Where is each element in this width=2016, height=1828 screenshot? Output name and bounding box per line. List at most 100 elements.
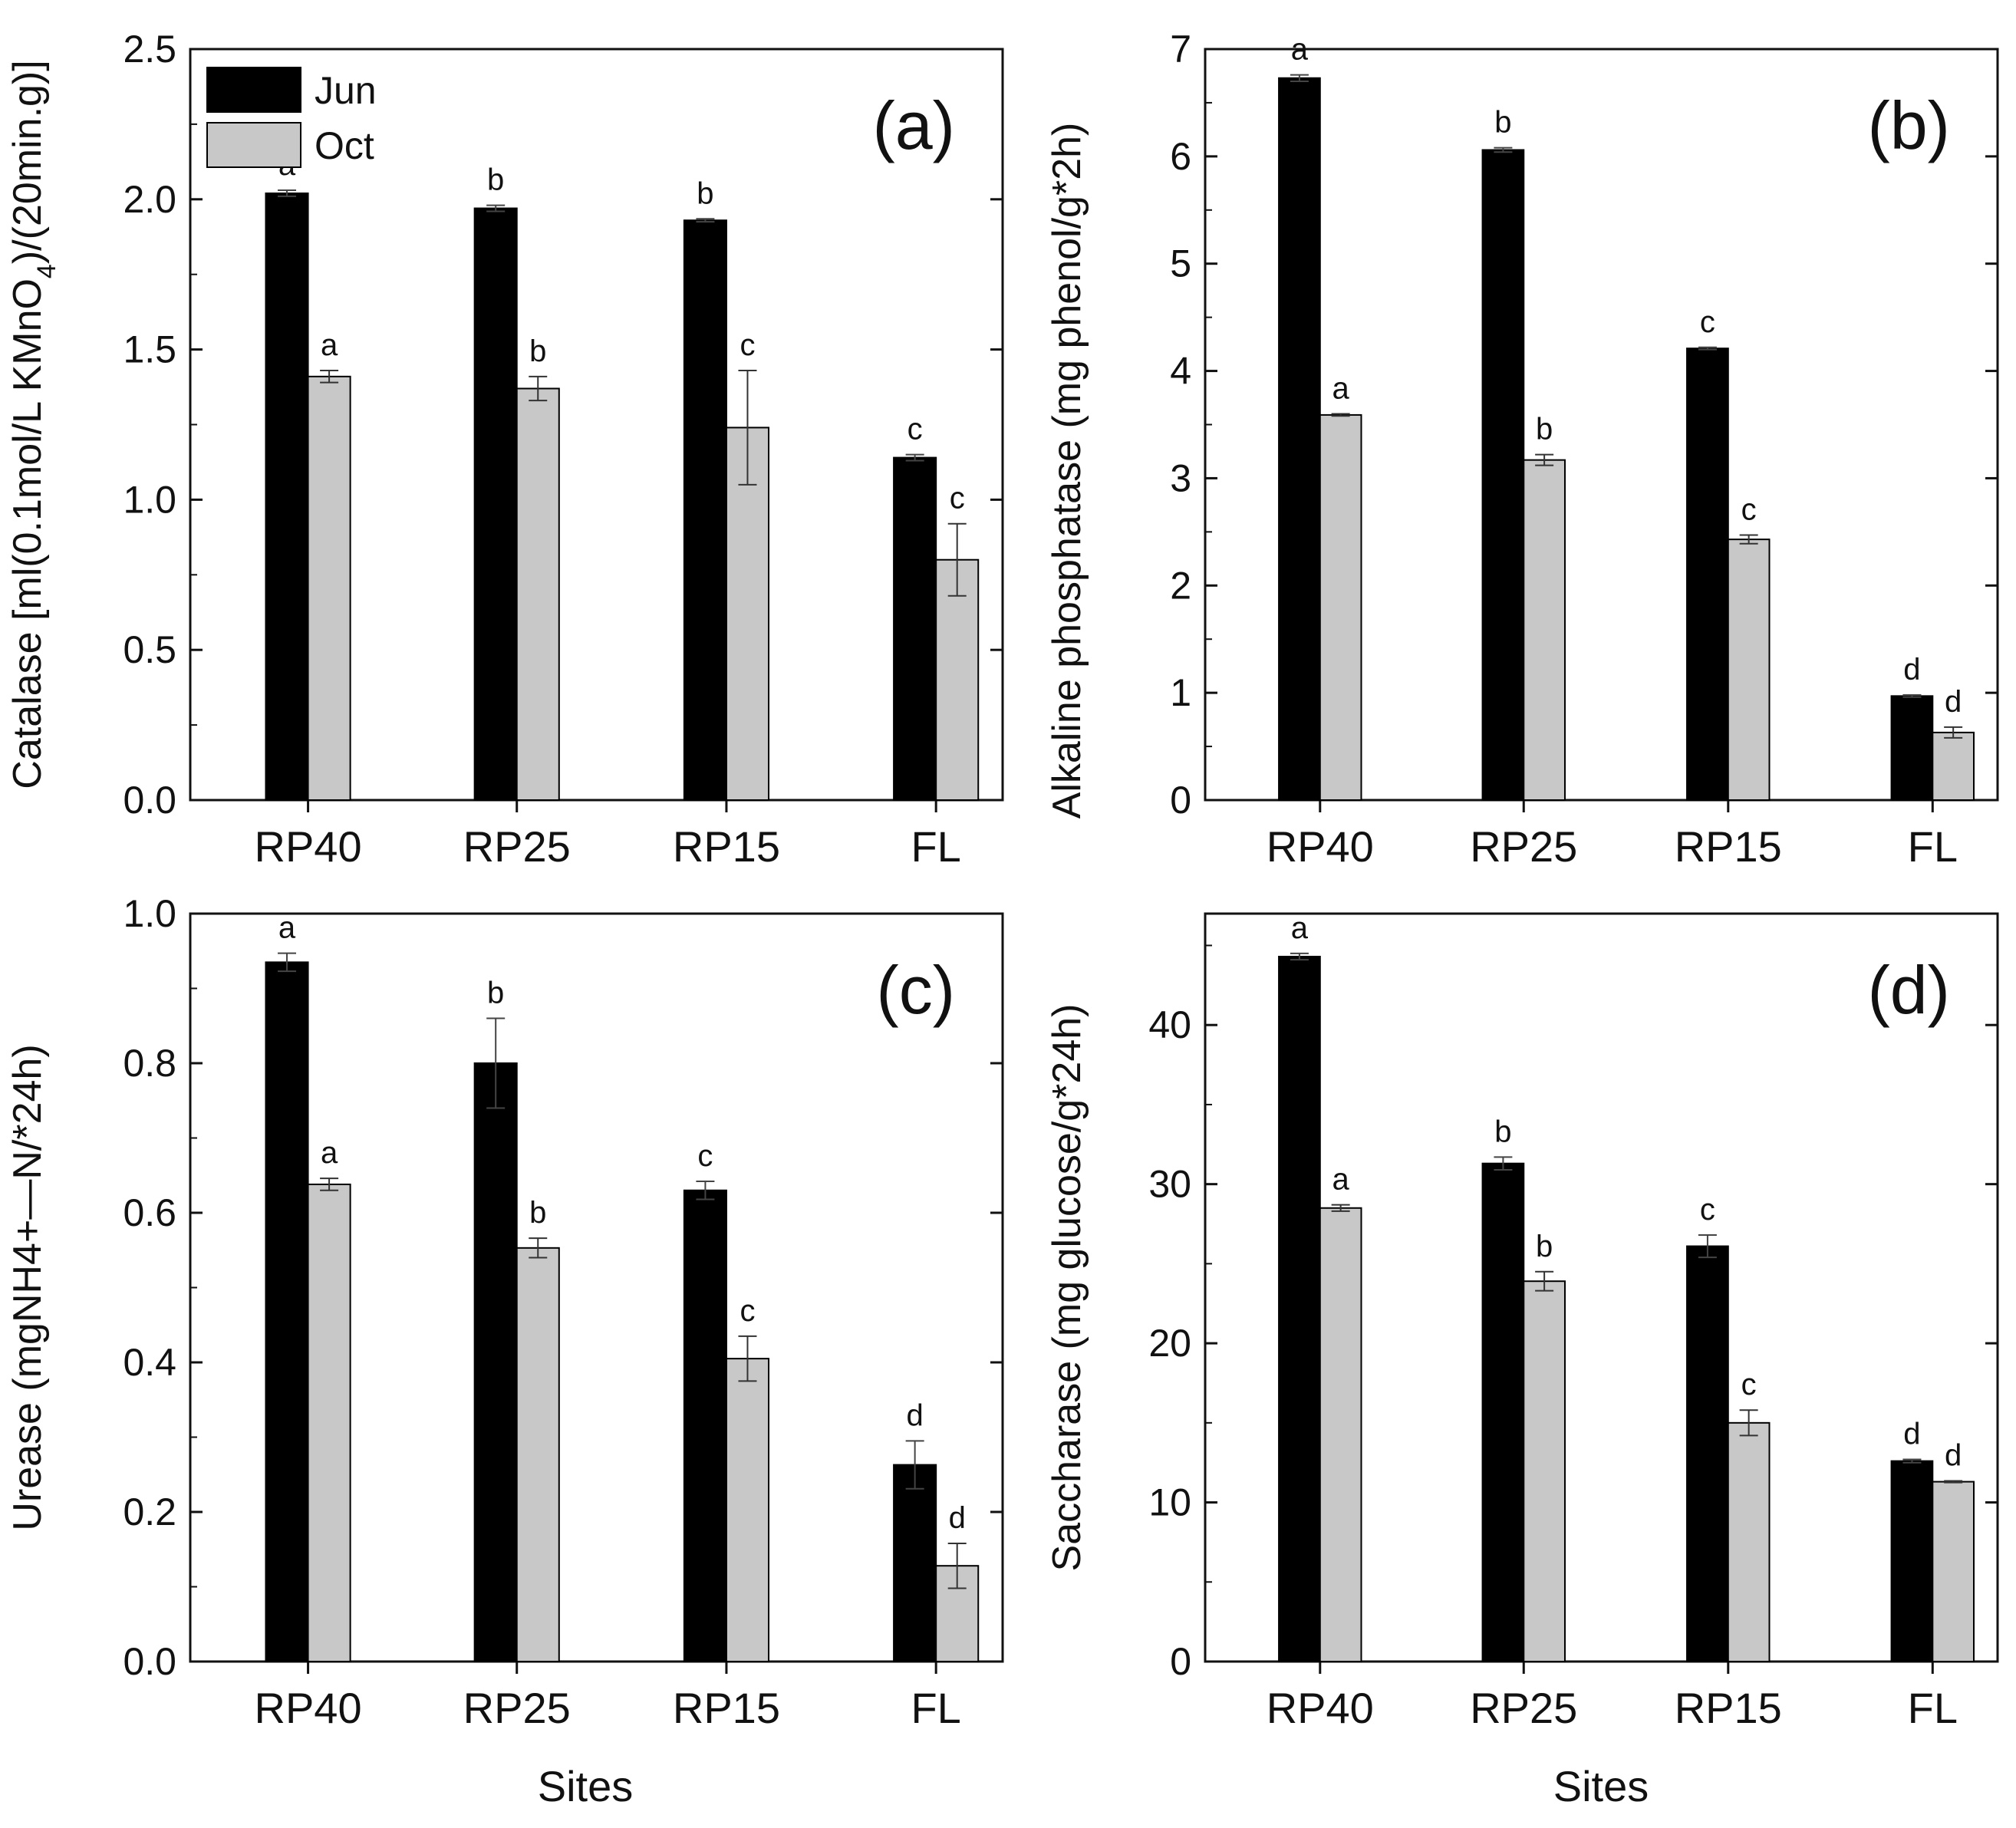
y-axis-title-part: Alkaline phosphatase (mg phenol/g*2h) (1045, 123, 1089, 819)
bar-oct-rp15 (1727, 1421, 1771, 1663)
bar-jun-rp25 (1481, 149, 1525, 802)
bar-jun-rp15 (683, 1189, 727, 1662)
significance-letter: b (697, 176, 713, 210)
x-tick-label: RP15 (673, 1684, 780, 1732)
y-axis-title-part: )/(20min.g)] (5, 60, 50, 264)
panel-tag: (c) (876, 952, 955, 1028)
bar-jun-rp25 (473, 207, 518, 802)
panel-tag: (a) (872, 87, 955, 163)
plot-frame-d (1204, 912, 1999, 1663)
significance-letter: b (529, 1196, 546, 1230)
x-tick-label: RP25 (463, 1684, 571, 1732)
y-tick-label: 20 (1148, 1322, 1191, 1365)
panel-tag: (d) (1867, 952, 1950, 1028)
y-tick-label: 5 (1170, 242, 1191, 285)
y-tick-label: 1.5 (123, 328, 176, 371)
y-tick-label: 0.6 (123, 1191, 176, 1234)
significance-letter: c (740, 1294, 755, 1328)
y-tick-label: 1.0 (123, 892, 176, 935)
significance-letter: c (950, 482, 965, 515)
significance-letter: b (1536, 413, 1553, 446)
bar-oct-rp40 (1319, 413, 1362, 801)
x-tick-label: RP15 (1675, 1684, 1782, 1732)
y-axis-title-part: 4 (32, 264, 61, 278)
significance-letter: c (1741, 493, 1757, 527)
x-tick-label: RP25 (1470, 1684, 1577, 1732)
bar-oct-rp25 (1523, 459, 1566, 801)
x-tick-label: RP25 (463, 822, 571, 871)
y-tick-label: 0 (1170, 779, 1191, 822)
y-tick-label: 2.0 (123, 178, 176, 221)
y-axis-title: Saccharase (mg glucose/g*24h) (1045, 1004, 1089, 1572)
significance-letter: a (321, 328, 338, 362)
bar-oct-rp40 (1319, 1207, 1362, 1662)
bar-oct-rp25 (516, 1247, 560, 1662)
x-tick-label: RP40 (255, 822, 362, 871)
bar-jun-rp40 (265, 961, 309, 1662)
x-tick-label: RP40 (1267, 1684, 1374, 1732)
legend-swatch-jun (206, 67, 301, 113)
panel-b: 0 1 2 3 4 5 6 7 Alkaline phosphatase (mg phenol/… (1045, 28, 1999, 871)
y-axis-title: Alkaline phosphatase (mg phenol/g*2h) (1045, 123, 1089, 819)
significance-letter: c (1741, 1368, 1757, 1401)
significance-letter: c (740, 328, 755, 362)
y-axis-title-part: Saccharase (mg glucose/g*24h) (1045, 1004, 1089, 1572)
x-tick-label: RP15 (673, 822, 780, 871)
bar-oct-rp25 (1523, 1280, 1566, 1663)
significance-letter: b (1494, 106, 1511, 140)
legend-label-oct: Oct (315, 124, 374, 167)
y-tick-label: 7 (1170, 28, 1191, 71)
x-tick-label: FL (911, 1684, 960, 1732)
bar-oct-rp15 (725, 1358, 770, 1662)
x-axis-title-right: Sites (1553, 1762, 1649, 1810)
significance-letter: b (487, 163, 504, 197)
bar-jun-rp40 (265, 192, 309, 801)
y-tick-label: 0.5 (123, 628, 176, 671)
significance-letter: d (1945, 685, 1962, 719)
y-tick-label: 3 (1170, 456, 1191, 499)
bar-jun-fl (893, 1464, 937, 1662)
bar-oct-fl (1932, 731, 1975, 802)
bar-jun-rp15 (1686, 1245, 1729, 1662)
y-tick-label: 4 (1170, 350, 1191, 393)
significance-letter: a (278, 911, 296, 945)
bar-oct-rp40 (307, 1183, 351, 1662)
bar-jun-fl (1890, 695, 1934, 801)
bar-oct-fl (935, 558, 980, 801)
y-axis-title: Catalase [ml(0.1mol/L KMnO4)/(20min.g)] (5, 60, 61, 789)
bar-oct-rp15 (1727, 539, 1771, 801)
significance-letter: d (949, 1501, 966, 1535)
y-tick-label: 2 (1170, 564, 1191, 607)
y-axis-title: Urease (mgNH4+—N/*24h) (5, 1044, 50, 1530)
y-tick-label: 40 (1148, 1003, 1191, 1046)
significance-letter: c (908, 413, 923, 446)
bar-oct-fl (1932, 1481, 1975, 1662)
significance-letter: a (1332, 1163, 1350, 1197)
significance-letter: a (1291, 911, 1309, 945)
bar-jun-rp25 (473, 1062, 518, 1662)
significance-letter: a (1332, 372, 1350, 406)
bar-jun-rp25 (1481, 1162, 1525, 1663)
x-tick-label: FL (1908, 1684, 1958, 1732)
panel-a: 0.0 0.5 1.0 1.5 2.0 2.5 Catalase [ml(0.1mol/L … (5, 28, 1004, 871)
significance-letter: d (1903, 1418, 1920, 1451)
bar-jun-rp40 (1278, 956, 1321, 1662)
y-tick-label: 0.8 (123, 1042, 176, 1085)
legend-label-jun: Jun (315, 69, 377, 112)
y-tick-label: 1 (1170, 671, 1191, 714)
bar-jun-fl (1890, 1460, 1934, 1663)
x-tick-label: FL (1908, 822, 1958, 871)
panel-c: 0.0 0.2 0.4 0.6 0.8 1.0 Urease (mgNH4+—N/*24h)… (5, 892, 1004, 1732)
y-tick-label: 10 (1148, 1481, 1191, 1524)
significance-letter: c (1700, 305, 1715, 339)
legend-swatch-oct (206, 122, 301, 168)
panel-d: 0 10 20 30 40 Saccharase (mg glucose/g*24h) (d… (1045, 911, 1999, 1732)
significance-letter: d (907, 1398, 924, 1432)
significance-letter: b (487, 977, 504, 1010)
y-tick-label: 0 (1170, 1640, 1191, 1683)
y-tick-label: 2.5 (123, 28, 176, 71)
significance-letter: b (1536, 1230, 1553, 1263)
x-tick-label: RP40 (1267, 822, 1374, 871)
significance-letter: d (1945, 1439, 1962, 1473)
